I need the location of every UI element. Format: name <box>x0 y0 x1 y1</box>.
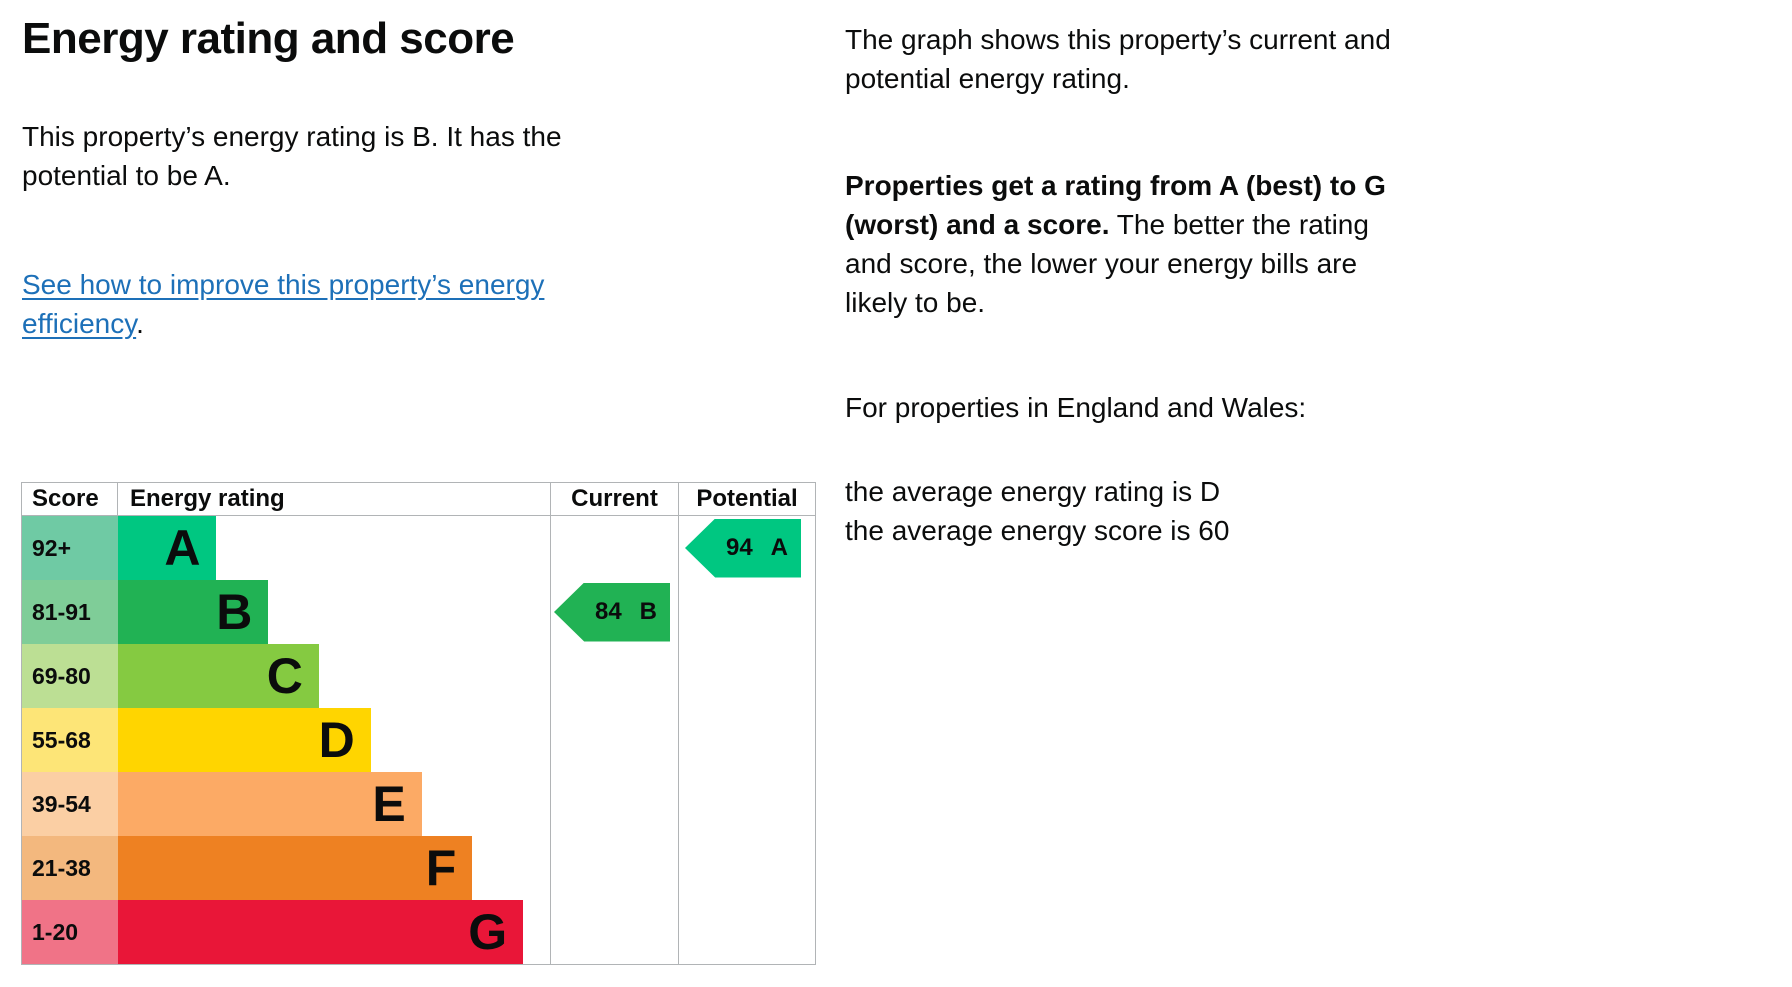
col-header-potential: Potential <box>678 483 815 515</box>
rating-summary-text: This property’s energy rating is B. It h… <box>22 121 562 191</box>
rating-explanation-bold: Properties get a rating from A (best) to… <box>845 170 1386 240</box>
score-range-g: 1-20 <box>22 900 118 964</box>
score-range-b: 81-91 <box>22 580 118 644</box>
band-row-a: 92+ A 94 A <box>22 516 815 580</box>
current-rating: B <box>639 598 658 625</box>
rating-bar-g: G <box>118 900 524 964</box>
band-row-b: 81-91 B 84 B <box>22 580 815 644</box>
rating-bar-d: D <box>118 708 371 772</box>
col-header-score: Score <box>22 483 118 515</box>
rating-explanation-rest: The better the rating and score, the low… <box>845 209 1369 318</box>
band-row-f: 21-38 F <box>22 836 815 900</box>
improve-efficiency-link[interactable]: See how to improve this property’s energ… <box>22 269 545 339</box>
rating-letter-a: A <box>164 520 201 576</box>
rating-letter-c: C <box>266 648 303 704</box>
score-range-f: 21-38 <box>22 836 118 900</box>
graph-description-text: The graph shows this property’s current … <box>845 24 1391 94</box>
average-rating-text: the average energy rating is D the avera… <box>845 476 1230 546</box>
band-row-c: 69-80 C <box>22 644 815 708</box>
rating-letter-b: B <box>216 584 253 640</box>
rating-bar-a: A <box>118 516 217 580</box>
energy-rating-chart: Score Energy rating Current Potential 92… <box>21 482 816 965</box>
potential-score: 94 <box>725 534 753 561</box>
band-row-d: 55-68 D <box>22 708 815 772</box>
rating-bar-f: F <box>118 836 473 900</box>
rating-letter-e: E <box>372 776 406 832</box>
band-row-e: 39-54 E <box>22 772 815 836</box>
band-row-g: 1-20 G <box>22 900 815 964</box>
rating-bar-e: E <box>118 772 422 836</box>
potential-rating: A <box>770 534 789 561</box>
rating-letter-f: F <box>425 840 457 896</box>
current-score: 84 <box>594 598 622 625</box>
improve-link-wrap: See how to improve this property’s energ… <box>22 265 544 343</box>
england-wales-heading: For properties in England and Wales: <box>845 392 1307 423</box>
score-range-e: 39-54 <box>22 772 118 836</box>
page-title: Energy rating and score <box>22 14 515 63</box>
potential-arrow: 94 A <box>685 518 801 578</box>
chart-header-row: Score Energy rating Current Potential <box>22 483 815 516</box>
score-range-d: 55-68 <box>22 708 118 772</box>
score-range-a: 92+ <box>22 516 118 580</box>
col-header-energy-rating: Energy rating <box>130 485 285 512</box>
rating-bar-b: B <box>118 580 269 644</box>
rating-bar-c: C <box>118 644 319 708</box>
rating-letter-d: D <box>318 712 355 768</box>
link-period: . <box>136 308 144 339</box>
col-header-current: Current <box>550 483 678 515</box>
rating-explanation-text: Properties get a rating from A (best) to… <box>845 166 1545 322</box>
score-range-c: 69-80 <box>22 644 118 708</box>
rating-letter-g: G <box>468 904 508 960</box>
current-arrow: 84 B <box>554 582 670 642</box>
